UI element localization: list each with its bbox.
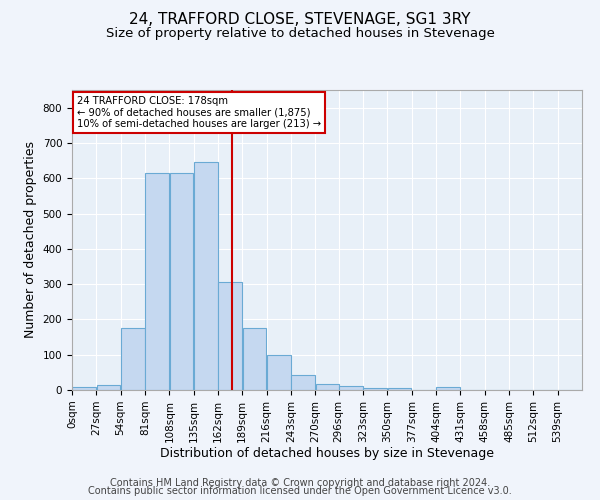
Text: 24, TRAFFORD CLOSE, STEVENAGE, SG1 3RY: 24, TRAFFORD CLOSE, STEVENAGE, SG1 3RY — [129, 12, 471, 28]
X-axis label: Distribution of detached houses by size in Stevenage: Distribution of detached houses by size … — [160, 448, 494, 460]
Y-axis label: Number of detached properties: Number of detached properties — [24, 142, 37, 338]
Bar — [145, 173, 169, 390]
Bar — [170, 173, 193, 390]
Bar — [316, 384, 340, 390]
Bar — [242, 328, 266, 390]
Bar — [436, 387, 460, 390]
Bar — [218, 282, 242, 390]
Text: Size of property relative to detached houses in Stevenage: Size of property relative to detached ho… — [106, 28, 494, 40]
Bar — [388, 388, 412, 390]
Bar — [97, 384, 121, 390]
Bar — [194, 162, 218, 390]
Bar — [121, 328, 145, 390]
Text: Contains public sector information licensed under the Open Government Licence v3: Contains public sector information licen… — [88, 486, 512, 496]
Bar — [363, 388, 387, 390]
Text: Contains HM Land Registry data © Crown copyright and database right 2024.: Contains HM Land Registry data © Crown c… — [110, 478, 490, 488]
Bar — [339, 386, 363, 390]
Bar — [72, 387, 96, 390]
Bar — [267, 354, 291, 390]
Bar — [291, 375, 315, 390]
Text: 24 TRAFFORD CLOSE: 178sqm
← 90% of detached houses are smaller (1,875)
10% of se: 24 TRAFFORD CLOSE: 178sqm ← 90% of detac… — [77, 96, 321, 129]
